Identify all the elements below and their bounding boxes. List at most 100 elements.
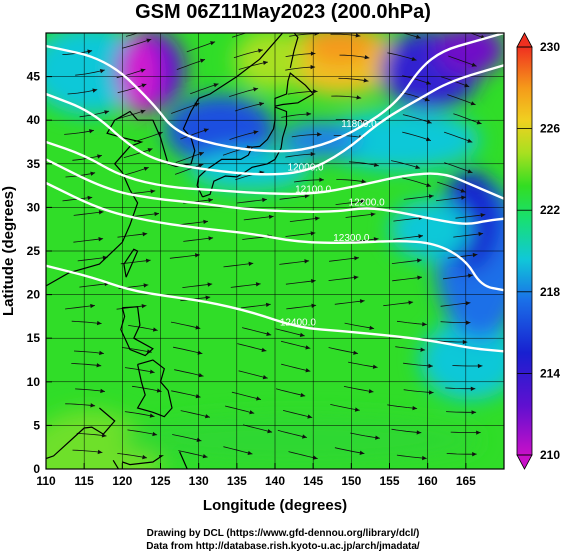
streamline-arrowhead [90, 303, 95, 309]
streamline-arrowhead [468, 273, 473, 278]
streamline [173, 346, 203, 354]
streamline [124, 411, 155, 417]
y-tick-label: 20 [27, 288, 41, 302]
streamline [348, 161, 379, 167]
streamline [387, 52, 417, 61]
x-tick-label: 155 [379, 474, 399, 488]
streamline-arrowhead [102, 255, 108, 260]
streamline [329, 257, 359, 262]
streamline-arrowhead [265, 302, 271, 308]
streamline [334, 300, 365, 305]
streamline [122, 347, 152, 353]
colorbar-tick-label: 226 [540, 122, 560, 136]
streamline-arrowhead [355, 33, 361, 38]
streamline-arrowhead [140, 109, 146, 114]
streamline [383, 301, 414, 307]
streamline [402, 131, 432, 141]
streamline [293, 179, 324, 183]
streamline-arrowhead [191, 22, 196, 26]
streamline [334, 447, 365, 454]
streamline [229, 131, 259, 140]
streamline-arrowhead [205, 414, 210, 419]
streamline-arrowhead [259, 101, 264, 107]
streamline-arrowhead [268, 214, 274, 220]
streamline-arrowhead [150, 189, 156, 194]
streamline-arrowhead [307, 414, 313, 419]
streamline [128, 325, 158, 331]
contour-line [46, 33, 504, 153]
streamline-arrowhead [359, 299, 365, 304]
streamline-arrowhead [140, 68, 146, 73]
streamline [171, 390, 201, 398]
streamline-arrowhead [255, 282, 261, 287]
streamline [285, 280, 316, 285]
streamline-arrowhead [261, 347, 267, 352]
streamline-arrowhead [477, 363, 483, 369]
streamline [175, 152, 205, 163]
streamline-arrowhead [464, 83, 470, 88]
x-tick-label: 130 [189, 474, 209, 488]
x-tick-label: 125 [150, 474, 170, 488]
streamline [348, 361, 378, 368]
streamline-arrowhead [149, 413, 155, 418]
coastline-segment [206, 468, 209, 469]
streamline [447, 254, 478, 259]
streamline-arrowhead [194, 253, 200, 258]
streamline [286, 304, 317, 310]
streamline [176, 59, 206, 70]
streamline-arrowhead [247, 450, 253, 456]
coastline-segment [112, 459, 120, 469]
colorbar-tick-label: 222 [540, 203, 560, 217]
streamline-arrowhead [415, 34, 421, 39]
x-tick-label: 110 [36, 474, 56, 488]
streamline [328, 347, 359, 354]
streamline-arrowhead [147, 148, 153, 153]
streamline-arrowhead [476, 430, 481, 435]
streamline-arrowhead [422, 455, 427, 461]
streamline-arrowhead [408, 300, 414, 305]
streamline-arrowhead [426, 80, 431, 85]
streamline [234, 102, 265, 112]
streamline [75, 388, 106, 392]
streamline-arrowhead [412, 405, 418, 411]
streamline-arrowhead [256, 396, 261, 401]
x-tick-label: 145 [303, 474, 323, 488]
streamline-arrowhead [142, 454, 147, 460]
streamline-arrowhead [368, 389, 374, 394]
streamline-arrowhead [302, 434, 307, 439]
streamline [403, 362, 433, 367]
streamline [222, 146, 252, 156]
streamline [443, 131, 473, 143]
streamline-arrowhead [417, 275, 422, 280]
streamline-arrowhead [353, 275, 359, 280]
streamline-arrowhead [198, 373, 204, 378]
streamline [396, 320, 427, 325]
streamline [442, 274, 473, 280]
streamline [283, 410, 313, 418]
streamline [345, 213, 376, 218]
streamline [76, 432, 107, 437]
streamline [333, 135, 364, 139]
colorbar-bottom-arrow [516, 454, 533, 470]
streamline [71, 363, 102, 367]
streamline-arrowhead [470, 101, 476, 106]
streamline-arrowhead [299, 332, 305, 338]
streamline [64, 129, 94, 135]
streamline [223, 446, 253, 455]
streamline-arrowhead [198, 151, 204, 156]
streamline-arrowhead [202, 454, 208, 459]
streamline [335, 200, 366, 205]
height-contours: 11800.0 12000.0 12100.0 12200.0 12300.0 12400… [46, 33, 504, 353]
streamline-arrowhead [304, 259, 310, 264]
streamline [117, 83, 147, 94]
streamline [395, 346, 426, 351]
streamline [71, 320, 102, 324]
streamline [229, 88, 259, 97]
streamline [452, 365, 483, 367]
streamline [77, 256, 108, 262]
streamline [122, 38, 152, 49]
streamline-arrowhead [152, 327, 158, 332]
streamline-arrowhead [354, 256, 359, 261]
streamline-arrowhead [195, 394, 201, 399]
x-tick-label: 120 [112, 474, 132, 488]
